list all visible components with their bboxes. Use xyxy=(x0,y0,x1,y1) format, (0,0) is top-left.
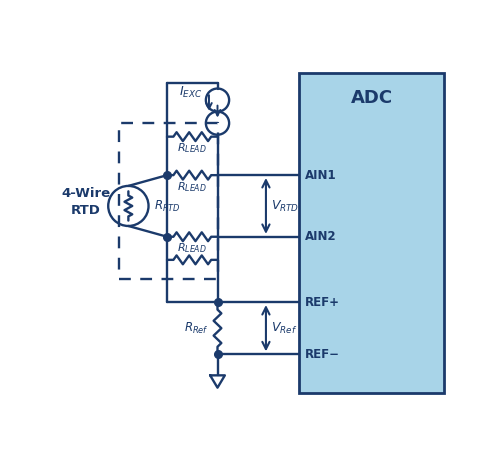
Text: $R_{LEAD}$: $R_{LEAD}$ xyxy=(178,141,208,155)
Text: $R_{RTD}$: $R_{RTD}$ xyxy=(154,199,180,213)
Text: 4-Wire
RTD: 4-Wire RTD xyxy=(61,187,110,217)
Text: $V_{Ref}$: $V_{Ref}$ xyxy=(270,321,297,336)
Text: AIN1: AIN1 xyxy=(304,169,336,182)
Text: $R_{LEAD}$: $R_{LEAD}$ xyxy=(178,241,208,255)
Bar xyxy=(299,73,444,392)
Text: REF+: REF+ xyxy=(304,296,340,309)
Text: ADC: ADC xyxy=(350,89,393,107)
Text: $R_{LEAD}$: $R_{LEAD}$ xyxy=(178,180,208,193)
Text: $I_{EXC}$: $I_{EXC}$ xyxy=(178,85,202,100)
Text: REF−: REF− xyxy=(304,348,340,361)
Text: $V_{RTD}$: $V_{RTD}$ xyxy=(270,199,299,213)
Text: AIN2: AIN2 xyxy=(304,230,336,243)
Text: $R_{Ref}$: $R_{Ref}$ xyxy=(184,321,209,336)
